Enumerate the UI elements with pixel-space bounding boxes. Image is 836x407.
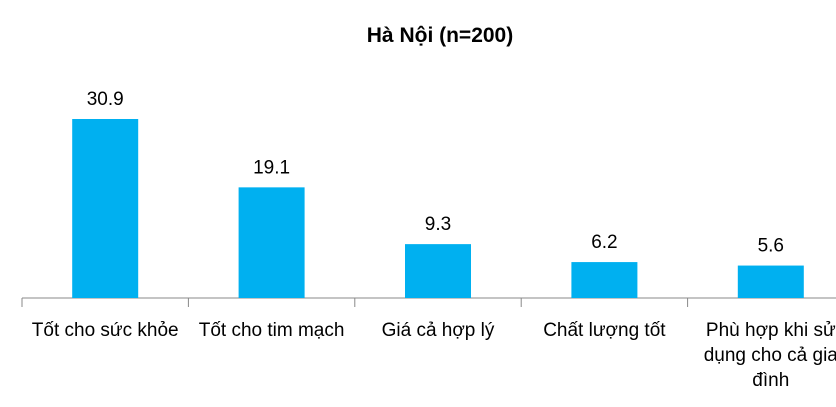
value-label: 9.3 <box>425 214 451 235</box>
bar <box>238 187 305 298</box>
bar <box>405 244 471 298</box>
value-label: 19.1 <box>253 157 290 178</box>
x-tick-label: Phù hợp khi sử dụng cho cả gia đình <box>703 320 836 391</box>
x-tick-label: Tốt cho sức khỏe <box>31 320 179 341</box>
bar <box>737 265 804 298</box>
value-label: 30.9 <box>87 89 124 110</box>
x-tick-label: Chất lượng tốt <box>543 320 666 341</box>
chart-title: Hà Nội (n=200) <box>367 24 513 47</box>
bar <box>571 262 638 298</box>
x-tick-label: Tốt cho tim mạch <box>198 320 345 341</box>
x-tick-label: Giá cả hợp lý <box>381 320 495 341</box>
value-label: 6.2 <box>591 232 617 253</box>
bar <box>72 119 139 298</box>
value-label: 5.6 <box>758 236 784 257</box>
